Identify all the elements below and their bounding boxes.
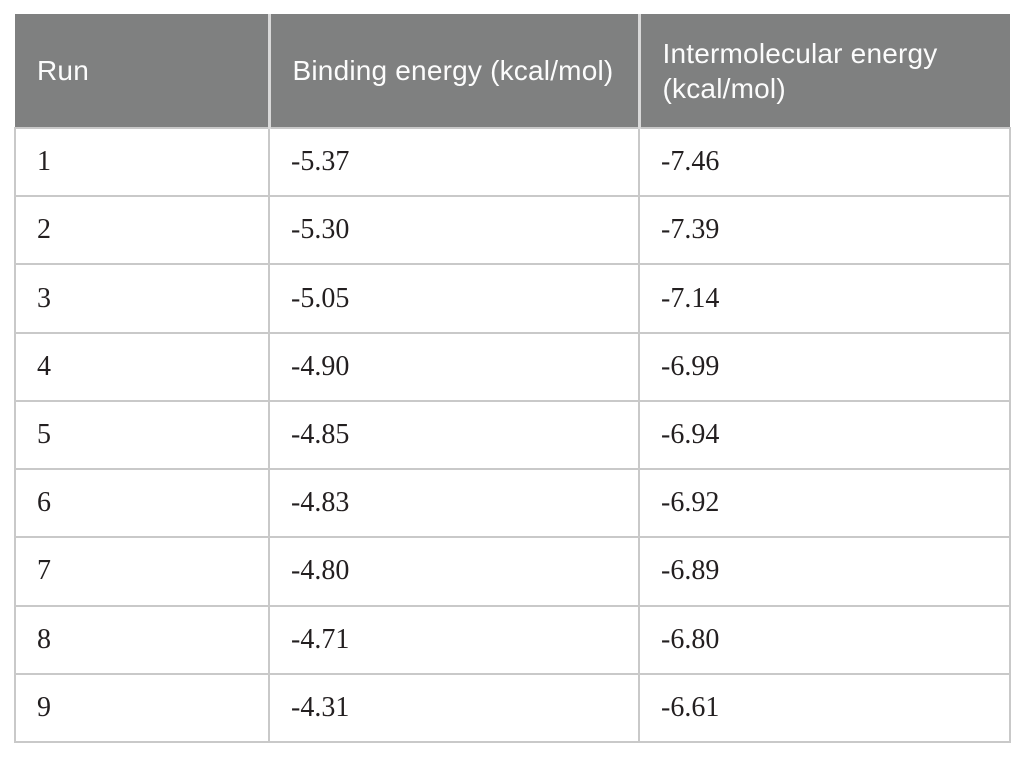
run-cell: 5 — [14, 399, 270, 471]
table-row: 4 -4.90 -6.99 — [14, 331, 1011, 402]
column-header-run: Run — [15, 14, 269, 128]
table-row: 6 -4.83 -6.92 — [14, 468, 1011, 539]
run-cell: 2 — [14, 195, 270, 266]
intermolecular-energy-cell: -6.99 — [638, 331, 1011, 402]
binding-energy-cell: -4.85 — [268, 399, 640, 471]
intermolecular-energy-cell: -6.94 — [638, 399, 1011, 471]
intermolecular-energy-cell: -6.61 — [638, 672, 1011, 744]
table-row: 1 -5.37 -7.46 — [14, 126, 1011, 198]
table-row: 2 -5.30 -7.39 — [14, 195, 1011, 266]
run-cell: 1 — [14, 126, 270, 198]
binding-energy-cell: -4.71 — [268, 604, 640, 675]
intermolecular-energy-cell: -6.80 — [638, 604, 1011, 675]
column-header-intermolecular-energy: Intermolecular energy (kcal/mol) — [637, 14, 1010, 128]
table-row: 3 -5.05 -7.14 — [14, 263, 1011, 334]
table-header: Run Binding energy (kcal/mol) Intermolec… — [15, 14, 1010, 128]
intermolecular-energy-cell: -7.14 — [638, 263, 1011, 334]
intermolecular-energy-cell: -6.89 — [638, 536, 1011, 607]
table-row: 8 -4.71 -6.80 — [14, 604, 1011, 675]
intermolecular-energy-cell: -7.46 — [638, 126, 1011, 198]
intermolecular-energy-cell: -6.92 — [638, 468, 1011, 539]
binding-energy-cell: -5.05 — [268, 263, 640, 334]
table-body: 1 -5.37 -7.46 2 -5.30 -7.39 3 -5.05 -7.1… — [14, 126, 1011, 744]
table-row: 9 -4.31 -6.61 — [14, 672, 1011, 744]
column-header-binding-energy: Binding energy (kcal/mol) — [267, 14, 639, 128]
results-table-container: Run Binding energy (kcal/mol) Intermolec… — [14, 14, 1011, 744]
run-cell: 4 — [14, 331, 270, 402]
run-cell: 9 — [14, 672, 270, 744]
run-cell: 6 — [14, 468, 270, 539]
binding-energy-cell: -4.31 — [268, 672, 640, 744]
binding-energy-cell: -5.30 — [268, 195, 640, 266]
run-cell: 7 — [14, 536, 270, 607]
run-cell: 8 — [14, 604, 270, 675]
binding-energy-cell: -4.83 — [268, 468, 640, 539]
binding-energy-cell: -4.80 — [268, 536, 640, 607]
results-table: Run Binding energy (kcal/mol) Intermolec… — [14, 14, 1011, 744]
run-cell: 3 — [14, 263, 270, 334]
table-row: 5 -4.85 -6.94 — [14, 399, 1011, 471]
table-row: 7 -4.80 -6.89 — [14, 536, 1011, 607]
binding-energy-cell: -4.90 — [268, 331, 640, 402]
header-row: Run Binding energy (kcal/mol) Intermolec… — [15, 14, 1010, 128]
binding-energy-cell: -5.37 — [268, 126, 640, 198]
intermolecular-energy-cell: -7.39 — [638, 195, 1011, 266]
